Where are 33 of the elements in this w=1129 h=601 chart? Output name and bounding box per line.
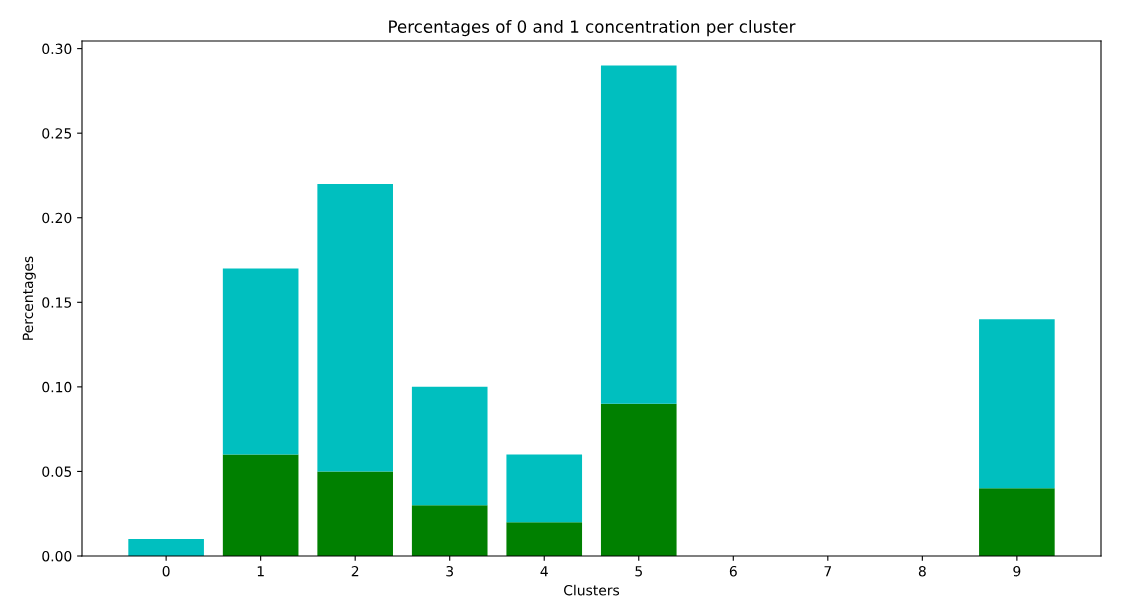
bar <box>600 65 677 404</box>
bar <box>979 319 1055 489</box>
x-tick-label: 6 <box>729 565 737 577</box>
x-tick-label: 2 <box>351 565 359 577</box>
x-tick-label: 5 <box>635 566 642 577</box>
y-tick-label: 0.05 <box>42 466 72 477</box>
y-tick-label: 0.00 <box>42 550 72 562</box>
y-tick-label: 0.25 <box>42 128 72 139</box>
bar <box>506 454 583 523</box>
x-tick-label: 7 <box>824 566 832 577</box>
chart-title: Percentages of 0 and 1 concentration per cluster <box>389 20 796 37</box>
x-tick-label: 1 <box>257 566 264 577</box>
bar <box>222 268 299 455</box>
bar <box>411 386 488 506</box>
bar <box>222 454 299 556</box>
bar <box>979 488 1055 556</box>
x-tick-label: 0 <box>162 565 170 577</box>
x-axis-title: Clusters <box>564 584 620 596</box>
y-tick-label: 0.30 <box>42 43 72 55</box>
x-tick-label: 4 <box>540 566 548 577</box>
x-tick-label: 8 <box>918 565 926 577</box>
y-tick-label: 0.15 <box>42 297 72 308</box>
bar <box>128 539 204 556</box>
x-tick-label: 3 <box>446 565 454 577</box>
x-tick-label: 9 <box>1013 565 1021 577</box>
bar <box>317 183 393 472</box>
y-axis-title: Percentages <box>22 256 36 340</box>
bar <box>411 505 488 556</box>
bar <box>506 522 583 556</box>
bar <box>317 471 393 556</box>
y-tick-label: 0.10 <box>42 381 72 393</box>
y-tick-label: 0.20 <box>42 212 72 224</box>
bar <box>600 403 677 556</box>
